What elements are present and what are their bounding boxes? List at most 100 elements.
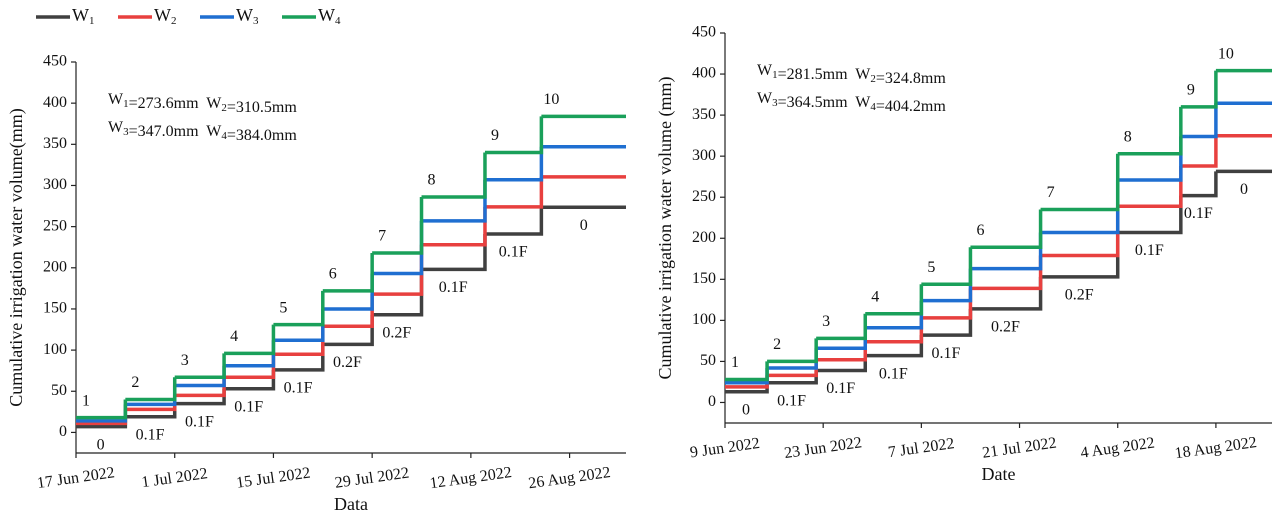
step-label: 9: [1187, 82, 1195, 99]
step-line: [125, 395, 177, 412]
y-tick-label: 350: [43, 135, 67, 152]
x-tick-label: 7 Jul 2022: [887, 435, 955, 461]
y-tick-label: 100: [43, 341, 67, 358]
x-axis-title: Date: [982, 464, 1016, 484]
deficit-label: 0.1F: [879, 365, 908, 382]
deficit-label: 0: [580, 217, 588, 234]
step-line: [224, 369, 276, 391]
deficit-label: 0.1F: [499, 244, 528, 261]
y-tick-label: 200: [43, 258, 67, 275]
step-line: [322, 314, 374, 347]
step-line: [125, 377, 177, 402]
step-label: 4: [230, 328, 238, 345]
step-line: [224, 324, 276, 356]
deficit-label: 0: [742, 401, 750, 418]
step-line: [921, 308, 973, 337]
deficit-label: 0.1F: [136, 426, 165, 443]
step-line: [421, 152, 487, 199]
annotation: W1=281.5mm W2=324.8mm: [757, 62, 946, 87]
step-line: [1117, 106, 1183, 156]
deficit-label: 0.2F: [382, 324, 411, 341]
y-tick-label: 400: [692, 65, 716, 82]
step-label: 8: [1124, 128, 1132, 145]
step-label: 4: [871, 288, 879, 305]
annotation: W3=347.0mm W4=384.0mm: [108, 119, 297, 144]
step-label: 8: [428, 172, 436, 189]
x-tick-label: 29 Jul 2022: [334, 465, 410, 492]
step-line: [970, 255, 1043, 291]
x-tick-label: 26 Aug 2022: [527, 464, 611, 492]
step-label: 7: [378, 228, 386, 245]
step-line: [816, 355, 868, 373]
step-label: 1: [731, 354, 739, 371]
step-label: 6: [976, 222, 984, 239]
step-line: [921, 288, 973, 320]
step-label: 10: [1218, 45, 1234, 62]
step-line: [484, 176, 544, 209]
deficit-label: 0.1F: [439, 279, 468, 296]
x-tick-label: 23 Jun 2022: [783, 434, 863, 462]
deficit-label: 0.2F: [333, 354, 362, 371]
step-line: [1180, 171, 1218, 198]
step-label: 1: [82, 392, 90, 409]
deficit-label: 0: [1240, 181, 1248, 198]
step-line: [1180, 103, 1218, 139]
step-line: [322, 252, 374, 293]
step-line: [725, 361, 769, 382]
legend-label: W1: [72, 5, 95, 26]
deficit-label: 0: [97, 436, 105, 453]
y-tick-label: 400: [43, 94, 67, 111]
step-line: [865, 335, 924, 358]
step-line: [76, 399, 128, 420]
step-label: 3: [822, 313, 830, 330]
step-line: [1180, 70, 1218, 109]
step-label: 2: [773, 336, 781, 353]
step-label: 7: [1047, 184, 1055, 201]
step-line: [372, 269, 424, 317]
y-tick-label: 0: [708, 393, 716, 410]
x-tick-label: 18 Aug 2022: [1174, 434, 1258, 462]
step-line: [816, 313, 868, 341]
step-line: [174, 353, 226, 380]
step-line: [273, 290, 325, 327]
y-tick-label: 50: [51, 382, 67, 399]
y-axis-title: Cumulative irrigation water volume(mm): [6, 108, 27, 406]
legend-label: W2: [154, 5, 177, 26]
step-line: [970, 276, 1043, 311]
step-line: [1117, 166, 1183, 208]
step-line: [1180, 135, 1218, 168]
step-line: [421, 206, 487, 247]
x-tick-label: 15 Jul 2022: [235, 465, 311, 492]
step-line: [1040, 153, 1120, 212]
y-tick-label: 300: [692, 147, 716, 164]
x-tick-label: 17 Jun 2022: [36, 464, 116, 492]
deficit-label: 0.1F: [777, 392, 806, 409]
y-tick-label: 200: [692, 229, 716, 246]
y-tick-label: 100: [692, 311, 716, 328]
y-tick-label: 150: [43, 300, 67, 317]
x-tick-label: 12 Aug 2022: [429, 464, 513, 492]
step-line: [484, 146, 544, 182]
step-line: [1117, 195, 1183, 235]
legend-label: W4: [318, 5, 341, 26]
deficit-label: 0.1F: [185, 413, 214, 430]
step-line: [484, 116, 544, 155]
y-tick-label: 350: [692, 106, 716, 123]
y-axis-title: Cumulative irrigation water volume (mm): [655, 77, 676, 380]
step-label: 10: [543, 91, 559, 108]
deficit-label: 0.1F: [1135, 242, 1164, 259]
step-line: [970, 209, 1043, 250]
y-tick-label: 250: [43, 217, 67, 234]
x-tick-label: 4 Aug 2022: [1079, 435, 1155, 462]
step-label: 9: [491, 127, 499, 144]
deficit-label: 0.1F: [284, 380, 313, 397]
y-tick-label: 0: [59, 423, 67, 440]
deficit-label: 0.1F: [826, 380, 855, 397]
x-tick-label: 9 Jun 2022: [689, 435, 761, 462]
y-tick-label: 50: [700, 352, 716, 369]
y-tick-label: 250: [692, 188, 716, 205]
step-label: 5: [927, 259, 935, 276]
annotation: W1=273.6mm W2=310.5mm: [108, 91, 297, 116]
deficit-label: 0.2F: [991, 319, 1020, 336]
step-line: [921, 247, 973, 286]
